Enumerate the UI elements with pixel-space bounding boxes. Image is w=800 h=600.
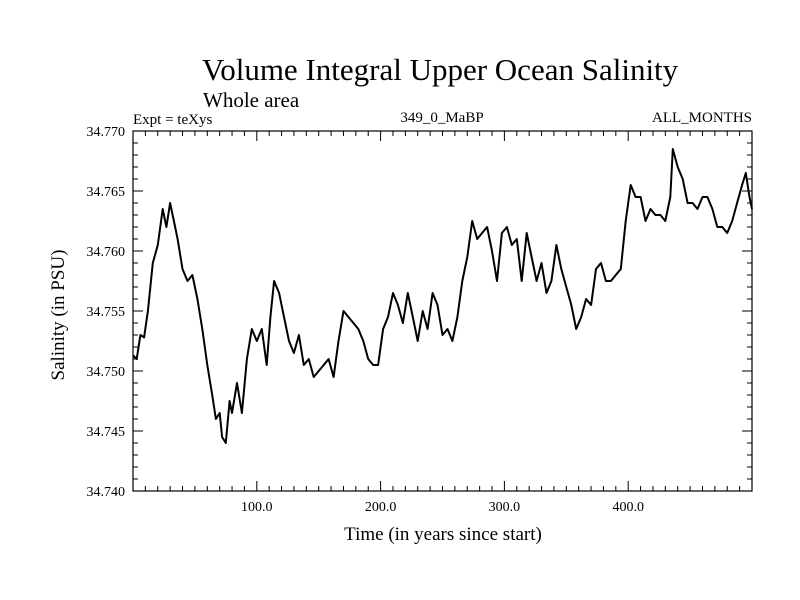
x-tick-label: 200.0 bbox=[365, 500, 397, 515]
run-id-label: 349_0_MaBP bbox=[400, 110, 483, 126]
x-axis-ticks: 100.0 200.0 300.0 400.0 bbox=[144, 131, 741, 515]
y-tick-label: 34.755 bbox=[87, 305, 126, 320]
x-axis-label: Time (in years since start) bbox=[344, 524, 542, 545]
y-axis-label: Salinity (in PSU) bbox=[48, 250, 69, 381]
y-tick-label: 34.745 bbox=[87, 425, 126, 440]
x-tick-label: 300.0 bbox=[489, 500, 521, 515]
y-tick-label: 34.750 bbox=[87, 365, 126, 380]
y-tick-label: 34.760 bbox=[87, 245, 126, 260]
y-tick-label: 34.765 bbox=[87, 185, 126, 200]
x-tick-label: 400.0 bbox=[612, 500, 644, 515]
chart-title: Volume Integral Upper Ocean Salinity bbox=[202, 52, 679, 87]
months-label: ALL_MONTHS bbox=[652, 110, 752, 126]
chart-subtitle: Whole area bbox=[203, 88, 300, 112]
salinity-series-line bbox=[132, 148, 753, 444]
y-tick-label: 34.740 bbox=[87, 485, 126, 500]
experiment-label: Expt = teXys bbox=[133, 112, 212, 128]
y-axis-ticks: 34.740 34.745 34.750 34.755 34.760 34.765 34.7… bbox=[87, 125, 752, 500]
x-tick-label: 100.0 bbox=[241, 500, 273, 515]
y-tick-label: 34.770 bbox=[87, 125, 126, 140]
